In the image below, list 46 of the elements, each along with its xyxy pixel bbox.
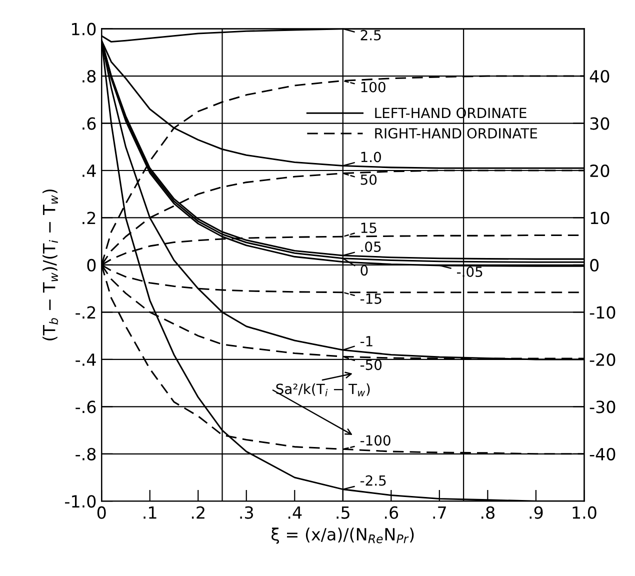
y-tick-label: .8: [82, 70, 96, 83]
x-tick-label: .2: [192, 506, 204, 519]
x-tick-label: .5: [336, 506, 350, 519]
x-tick-label: .9: [530, 506, 543, 519]
y-tick-label: -.2: [76, 306, 96, 319]
x-tick-label: .3: [240, 506, 253, 519]
legend-label: 1.0: [361, 152, 381, 162]
y-tick-label: .6: [82, 117, 96, 130]
y2-tick-label: 10: [590, 212, 610, 224]
legend-label: 100: [361, 82, 386, 92]
x-tick-label: .7: [433, 506, 446, 519]
y2-tick-label: 20: [590, 164, 610, 178]
y2-tick-label: -10: [590, 306, 616, 319]
y-tick-label: -1.0: [65, 495, 96, 508]
y2-tick-label: -40: [590, 448, 616, 460]
y-tick-label: -.6: [76, 400, 96, 414]
y-tick-label: 0: [87, 258, 96, 272]
x-tick-label: .4: [288, 506, 302, 519]
y2-tick-label: 40: [590, 70, 610, 83]
legend-label: 50: [360, 174, 377, 185]
y-tick-label: .2: [82, 212, 96, 224]
y2-tick-label: 30: [590, 117, 610, 130]
y-tick-label: -.4: [76, 354, 96, 366]
x-tick-label: 1.0: [572, 506, 596, 519]
legend-label: -100: [360, 435, 390, 446]
x-tick-label: .1: [144, 506, 156, 519]
annotation: RIGHT-HAND ORDINATE: [375, 128, 538, 139]
legend-label: -2.5: [360, 475, 386, 486]
y2-tick-label: 0: [590, 258, 599, 272]
y-tick-label: 1.0: [72, 22, 96, 36]
legend-label: 2.5: [360, 30, 381, 40]
legend-label: 0: [360, 265, 368, 276]
x-axis-title: ξ = (x/a)/(N$_{Re}$N$_{Pr}$): [272, 528, 414, 544]
y-tick-label: -.8: [76, 448, 96, 460]
legend-label: .05: [361, 241, 381, 252]
y-tick-label: .4: [82, 164, 96, 177]
y2-tick-label: -20: [590, 353, 616, 366]
x-tick-label: 0: [97, 506, 106, 519]
y2-tick-label: -30: [590, 400, 616, 414]
legend-label: 15: [361, 222, 376, 234]
legend-label: -15: [360, 294, 382, 304]
text: (T$_{b}$ − T$_{w}$)/(T$_{i}$ − T$_{w}$): [42, 190, 58, 340]
legend-label: -1: [360, 336, 372, 346]
legend-title: Sa²/k(T$_{i}$ − T$_{w}$): [276, 383, 370, 396]
x-tick-label: .6: [384, 506, 398, 519]
x-tick-label: .8: [482, 506, 494, 519]
